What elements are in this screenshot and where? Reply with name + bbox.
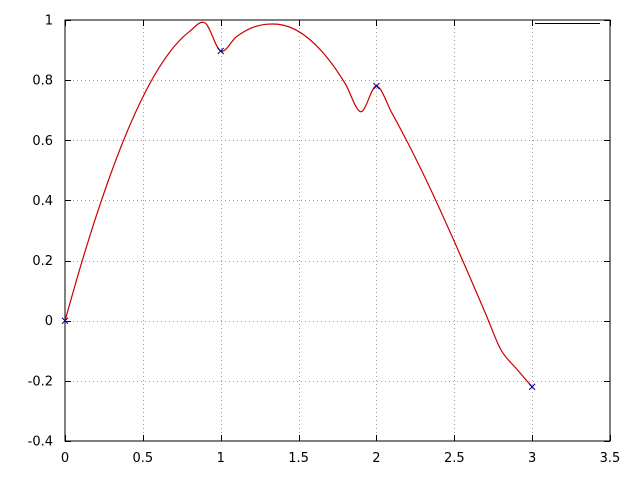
x-tick-label: 1.5 <box>288 451 309 466</box>
axis-ticks <box>65 20 611 442</box>
x-tick-label: 2 <box>372 451 380 466</box>
grid-lines <box>65 20 610 441</box>
data-point-marker <box>217 47 225 55</box>
y-tick-label: 0 <box>45 314 53 329</box>
y-tick-label: 0.8 <box>32 74 53 89</box>
plot-area-frame <box>64 19 611 442</box>
y-tick-label: -0.2 <box>28 374 53 389</box>
y-tick-label: 0.2 <box>32 254 53 269</box>
x-tick-label: 3.5 <box>600 451 621 466</box>
marker-stroke <box>217 47 225 55</box>
fit-curve-line <box>64 21 533 388</box>
y-tick-label: 0.6 <box>32 134 53 149</box>
data-point-marker <box>373 82 380 90</box>
x-tick-label: 0.5 <box>133 451 154 466</box>
x-axis-tick-labels: 0 0.5 1 1.5 2 2.5 3 3.5 <box>61 451 620 466</box>
marker-stroke <box>61 317 69 325</box>
x-tick-label: 3 <box>528 451 536 466</box>
x-tick-label: 2.5 <box>444 451 465 466</box>
marker-stroke <box>373 82 380 90</box>
y-tick-label: 0.4 <box>32 194 53 209</box>
x-tick-label: 1 <box>217 451 225 466</box>
y-tick-label: -0.4 <box>28 435 53 450</box>
data-point-marker <box>61 317 69 325</box>
data-series <box>61 21 536 391</box>
marker-stroke <box>528 383 536 391</box>
x-tick-label: 0 <box>61 451 69 466</box>
y-tick-label: 1 <box>45 14 53 29</box>
y-axis-tick-labels: -0.4 -0.2 0 0.2 0.4 0.6 0.8 1 <box>28 14 53 450</box>
data-point-marker <box>528 383 536 391</box>
